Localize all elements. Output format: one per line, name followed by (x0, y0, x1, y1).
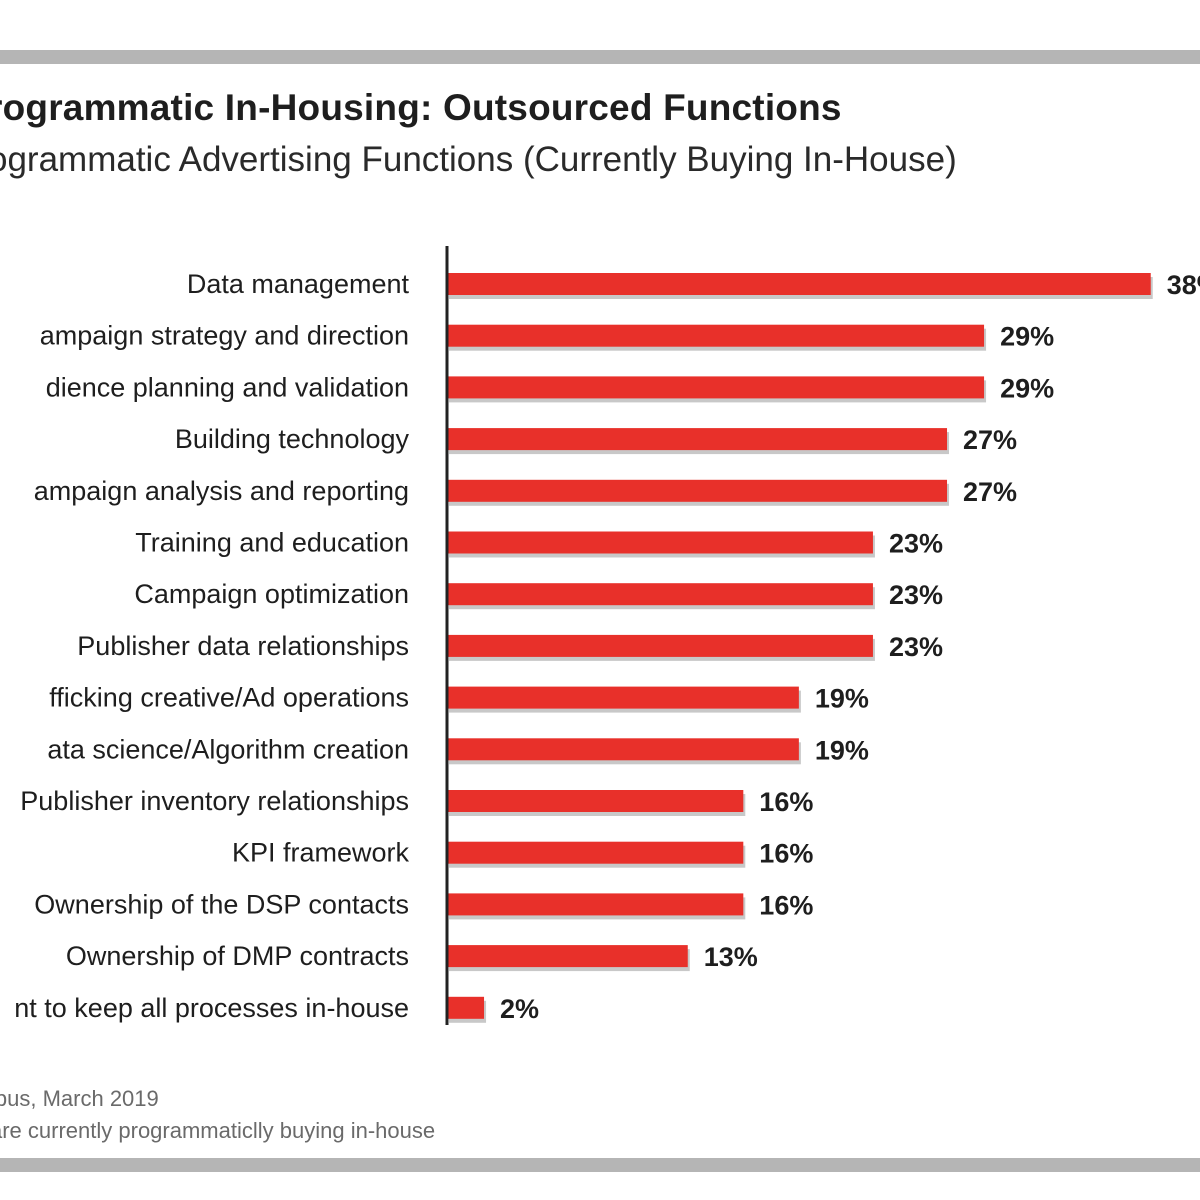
category-label: ampaign strategy and direction (40, 321, 409, 351)
value-label: 27% (963, 425, 1017, 455)
bar (447, 790, 744, 812)
top-frame-band (0, 50, 1200, 64)
category-label: Building technology (175, 424, 410, 454)
category-label: ata science/Algorithm creation (47, 734, 409, 764)
value-label: 23% (889, 529, 943, 559)
bar (447, 583, 873, 606)
value-label: 27% (963, 477, 1017, 507)
category-label: Training and education (135, 528, 409, 558)
value-label: 16% (759, 787, 813, 817)
value-label: 16% (759, 890, 813, 920)
category-label: KPI framework (232, 838, 410, 868)
bar-chart: Data management 38% ampaign strategy and d… (14, 246, 1200, 1025)
bar (447, 893, 744, 916)
bar (447, 634, 873, 657)
value-label: 23% (889, 632, 943, 662)
category-label: nt to keep all processes in-house (14, 993, 409, 1023)
value-label: 23% (889, 580, 943, 610)
category-label: Data management (187, 269, 410, 299)
bar (447, 428, 948, 451)
bar (447, 273, 1151, 295)
chart-title: rogrammatic In-Housing: Outsourced Funct… (0, 87, 842, 128)
bar (447, 945, 688, 968)
bar (447, 686, 799, 709)
bar (447, 841, 744, 864)
value-label: 19% (815, 684, 869, 714)
value-label: 38% (1167, 270, 1200, 300)
bottom-frame-band (0, 1158, 1200, 1172)
category-label: ampaign analysis and reporting (34, 476, 409, 506)
value-label: 19% (815, 735, 869, 765)
value-label: 13% (704, 942, 758, 972)
bars-layer: Data management 38% ampaign strategy and d… (14, 269, 1200, 1024)
category-label: Publisher data relationships (77, 631, 409, 661)
chart-subtitle: ogrammatic Advertising Functions (Curren… (0, 140, 957, 179)
bar (447, 738, 799, 761)
value-label: 29% (1000, 322, 1054, 352)
bar (447, 531, 873, 554)
value-label: 29% (1000, 373, 1054, 403)
category-label: Publisher inventory relationships (20, 786, 409, 816)
base-note: are currently programmaticlly buying in-… (0, 1118, 436, 1143)
category-label: Ownership of the DSP contacts (34, 889, 409, 919)
source-note: ibus, March 2019 (0, 1086, 159, 1111)
bar (447, 376, 985, 399)
value-label: 2% (500, 994, 539, 1024)
category-label: fficking creative/Ad operations (49, 683, 409, 713)
bar (447, 324, 985, 347)
value-label: 16% (759, 839, 813, 869)
bar (447, 479, 948, 502)
category-label: dience planning and validation (46, 372, 409, 402)
category-label: Ownership of DMP contracts (66, 941, 409, 971)
category-label: Campaign optimization (134, 579, 409, 609)
bar (447, 996, 485, 1019)
